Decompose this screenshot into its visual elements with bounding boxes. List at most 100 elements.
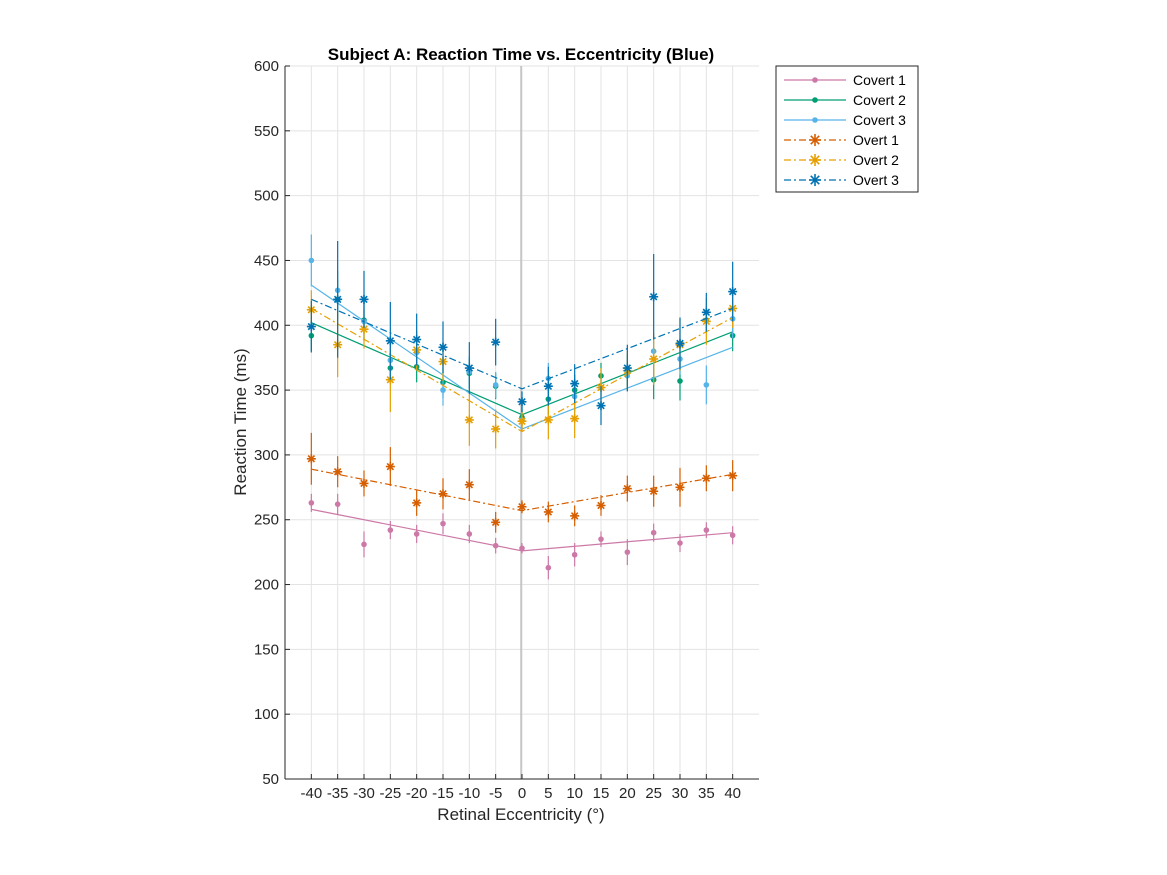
data-point — [545, 564, 552, 571]
star-stroke — [465, 480, 474, 489]
legend-marker-covert-1 — [812, 77, 818, 83]
star-stroke — [702, 308, 711, 317]
star-stroke — [570, 414, 579, 423]
star-stroke — [702, 474, 711, 482]
star-stroke — [333, 468, 342, 476]
x-tick-label: -20 — [406, 785, 428, 802]
data-point — [333, 294, 343, 304]
star-stroke — [465, 416, 474, 424]
y-tick-label: 250 — [254, 512, 279, 529]
star-stroke — [728, 471, 737, 480]
data-point — [334, 501, 341, 507]
x-tick-label: 35 — [698, 785, 715, 802]
data-point — [570, 414, 580, 424]
legend-marker-covert-2 — [812, 97, 818, 103]
data-point — [517, 502, 527, 512]
star-stroke — [307, 455, 316, 463]
legend-label-overt-1: Overt 1 — [853, 132, 899, 148]
data-point — [677, 378, 683, 384]
star-stroke — [810, 155, 820, 165]
data-point — [308, 500, 315, 506]
x-tick-label: 10 — [566, 785, 583, 802]
legend-marker-overt-1 — [809, 134, 821, 146]
star-stroke — [597, 401, 605, 410]
data-point — [543, 415, 553, 425]
y-tick-label: 450 — [254, 252, 279, 269]
star-stroke — [728, 287, 737, 296]
data-point — [308, 257, 315, 264]
star-stroke — [465, 364, 474, 372]
star-stroke — [597, 501, 605, 510]
data-point — [517, 397, 527, 407]
data-point — [519, 545, 525, 552]
data-point — [306, 322, 316, 332]
star-stroke — [386, 337, 395, 345]
y-tick-label: 500 — [254, 188, 279, 205]
data-point — [359, 294, 369, 304]
data-point — [675, 338, 685, 348]
data-point — [412, 498, 422, 508]
legend-label-covert-2: Covert 2 — [853, 92, 906, 108]
y-tick-label: 100 — [254, 706, 279, 723]
star-stroke — [518, 503, 526, 511]
data-point — [359, 478, 369, 488]
star-stroke — [649, 293, 658, 301]
legend-label-overt-3: Overt 3 — [853, 172, 899, 188]
star-stroke — [518, 417, 526, 425]
x-tick-label: 0 — [518, 785, 526, 802]
y-axis-label: Reaction Time (ms) — [231, 348, 250, 495]
star-stroke — [649, 487, 658, 495]
data-point — [701, 473, 711, 483]
series-overt-3 — [306, 241, 738, 426]
fit-line-overt-3 — [311, 298, 733, 390]
star-stroke — [623, 484, 632, 493]
star-stroke — [544, 382, 553, 390]
y-tick-label: 300 — [254, 447, 279, 464]
data-point — [464, 480, 474, 490]
data-point — [491, 424, 501, 434]
star-stroke — [360, 295, 368, 304]
legend-box — [775, 65, 919, 193]
data-point — [466, 531, 473, 537]
star-stroke — [439, 343, 447, 352]
data-point — [412, 335, 422, 345]
legend-label-covert-1: Covert 1 — [853, 72, 906, 88]
data-point — [543, 381, 553, 391]
legend-marker-overt-2 — [809, 154, 821, 166]
data-point — [650, 529, 657, 536]
y-tick-label: 600 — [254, 58, 279, 75]
star-stroke — [676, 339, 684, 348]
x-tick-label: -10 — [458, 785, 480, 802]
x-tick-label: 25 — [645, 785, 662, 802]
data-point — [649, 292, 659, 302]
data-point — [387, 527, 394, 533]
data-point — [385, 462, 395, 472]
star-stroke — [307, 322, 316, 331]
star-stroke — [360, 325, 368, 333]
y-tick-label: 350 — [254, 382, 279, 399]
star-stroke — [544, 508, 553, 516]
star-stroke — [386, 462, 395, 471]
data-point — [728, 287, 738, 297]
data-point — [596, 401, 606, 411]
legend: Covert 1 Covert 2 Covert 3 Overt 1 Overt 2 Ov… — [775, 65, 919, 193]
x-tick-label: 20 — [619, 785, 636, 802]
data-point — [649, 354, 659, 364]
data-point — [543, 507, 553, 517]
data-point — [675, 482, 685, 492]
x-tick-label: -40 — [300, 785, 322, 802]
data-point — [464, 363, 474, 373]
data-point — [306, 454, 316, 464]
data-point — [703, 382, 710, 388]
star-stroke — [623, 364, 632, 372]
data-point — [492, 542, 499, 549]
data-point — [624, 549, 631, 555]
star-stroke — [333, 295, 342, 304]
x-axis-label: Retinal Eccentricity (°) — [437, 805, 604, 824]
legend-label-overt-2: Overt 2 — [853, 152, 899, 168]
data-point — [728, 471, 738, 481]
data-point — [385, 336, 395, 346]
star-stroke — [491, 338, 500, 346]
legend-marker-covert-3 — [812, 117, 818, 123]
